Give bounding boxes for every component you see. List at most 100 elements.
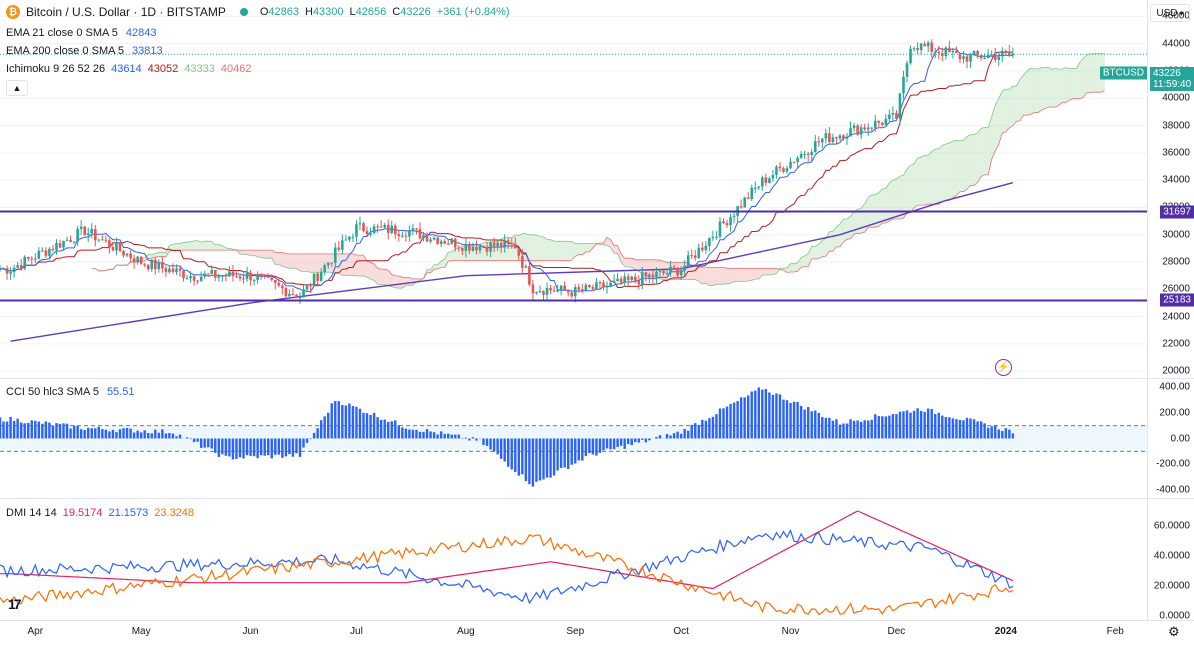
tradingview-logo[interactable]: 17 [8, 596, 22, 612]
cci-bar [5, 421, 9, 439]
ichimoku-cloud-segment [384, 269, 389, 287]
cci-bar [97, 426, 101, 439]
symbol-legend[interactable]: ₿ Bitcoin / U.S. Dollar · 1D · BITSTAMP … [6, 5, 510, 19]
ichimoku-cloud-segment [310, 253, 315, 273]
ichimoku-cloud-segment [529, 234, 533, 261]
dmi-adx-value: 19.5174 [62, 507, 103, 519]
candle-body [926, 42, 930, 47]
candle-body [415, 228, 418, 230]
cci-bar [132, 432, 136, 439]
candle-body [249, 272, 252, 281]
candle-body [835, 137, 838, 139]
cci-bar [372, 412, 376, 439]
cci-bar [581, 438, 584, 461]
ichimoku-cloud-segment [582, 243, 586, 255]
candle-body [559, 285, 563, 290]
ichimoku-cloud-segment [179, 242, 184, 251]
cci-legend[interactable]: CCI 50 hlc3 SMA 5 55.51 [6, 386, 134, 398]
cci-bar [782, 399, 785, 439]
ichimoku-cloud-segment [970, 134, 975, 186]
ichimoku-cloud-segment [945, 142, 950, 201]
cci-bar [559, 438, 563, 468]
pane-divider-2[interactable] [0, 498, 1194, 499]
cci-bar [394, 420, 397, 439]
ticker-tag: BTCUSD [1099, 66, 1147, 80]
cci-chart[interactable] [0, 379, 1147, 498]
candle-body [782, 168, 785, 172]
pane-divider-1[interactable] [0, 378, 1194, 379]
cci-bar [450, 434, 453, 439]
price-axis[interactable]: 2000022000240002600028000300003200034000… [1147, 0, 1194, 378]
ichimoku-cloud-segment [698, 267, 703, 284]
cci-bar [771, 394, 775, 439]
cci-bar [259, 438, 263, 456]
candle-body [206, 273, 210, 275]
dmi-minus-value: 23.3248 [154, 507, 195, 519]
candle-body [619, 278, 623, 283]
cci-bar [775, 393, 778, 439]
cci-bar [778, 394, 782, 439]
candle-body [298, 297, 302, 299]
cci-bar [164, 433, 168, 439]
cci-bar [863, 420, 866, 439]
dmi-pane[interactable] [0, 499, 1147, 620]
ichimoku-cloud-segment [952, 140, 957, 198]
dmi-legend[interactable]: DMI 14 14 19.5174 21.1573 23.3248 [6, 507, 194, 519]
gear-icon[interactable]: ⚙ [1168, 624, 1180, 639]
dmi-axis[interactable]: 0.0000 20.0000 40.0000 60.0000 [1147, 499, 1194, 622]
cci-bar [468, 438, 471, 441]
cci-pane[interactable] [0, 379, 1147, 498]
candle-body [418, 229, 422, 239]
cci-bar [115, 432, 118, 439]
candle-body [852, 125, 856, 129]
cci-bar [912, 410, 916, 439]
ichimoku-cloud-segment [1016, 79, 1020, 122]
candle-body [637, 280, 641, 285]
ichimoku-cloud-segment [734, 268, 738, 282]
cci-bar [210, 438, 213, 449]
candle-body [965, 56, 969, 62]
cci-bar [425, 429, 429, 439]
dmi-tick-label: 0.0000 [1159, 610, 1190, 622]
candle-body [951, 51, 955, 53]
candle-body [277, 282, 281, 286]
candle-body [588, 284, 591, 288]
time-axis-label: May [131, 626, 151, 637]
cci-bar [986, 427, 990, 439]
ichimoku-cloud-segment [910, 163, 915, 213]
candle-body [930, 42, 934, 52]
candle-body [641, 272, 644, 285]
cci-bar [976, 421, 979, 439]
ichimoku-cloud-segment [762, 268, 766, 276]
candle-body [489, 242, 492, 252]
collapse-legend-button[interactable]: ▲ [6, 80, 28, 96]
dmi-chart[interactable] [0, 499, 1147, 620]
candle-body [944, 47, 948, 57]
cci-bar [768, 392, 771, 439]
time-axis[interactable]: Apr May Jun Jul Aug Sep Oct Nov Dec 2024 Feb [0, 620, 1147, 646]
currency-selector[interactable]: USD ▾ [1150, 4, 1190, 22]
price-pane[interactable] [0, 0, 1147, 378]
candle-body [521, 255, 524, 268]
ichimoku-legend[interactable]: Ichimoku 9 26 52 26 43614 43052 43333 40… [6, 63, 251, 75]
price-chart[interactable] [0, 0, 1147, 378]
ichimoku-cloud-segment [444, 252, 449, 268]
cci-bar [175, 436, 178, 439]
lightning-icon[interactable]: ⚡ [995, 359, 1012, 376]
cci-bar [358, 408, 362, 439]
cci-bar [514, 438, 517, 473]
ichimoku-cloud-segment [815, 244, 819, 259]
candle-body [372, 226, 376, 233]
ema200-legend[interactable]: EMA 200 close 0 SMA 5 33813 [6, 45, 163, 57]
cci-bar [496, 438, 499, 455]
ichimoku-cloud-segment [850, 211, 855, 239]
ema21-legend[interactable]: EMA 21 close 0 SMA 5 42843 [6, 27, 156, 39]
ichimoku-cloud-segment [441, 259, 445, 268]
ichimoku-cloud-segment [832, 226, 837, 252]
dmi-tick-label: 40.0000 [1153, 550, 1190, 562]
cci-bar [806, 406, 810, 439]
cci-axis[interactable]: -400.00 -200.00 0.00 200.00 400.00 [1147, 379, 1194, 498]
candle-body [884, 118, 888, 125]
candle-body [259, 275, 263, 277]
candle-body [1001, 50, 1004, 57]
